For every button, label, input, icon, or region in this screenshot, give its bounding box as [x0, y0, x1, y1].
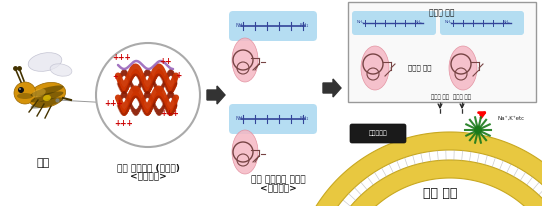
Text: +++: +++	[105, 98, 124, 108]
Ellipse shape	[43, 95, 51, 101]
Polygon shape	[301, 132, 542, 206]
Text: +++: +++	[114, 118, 133, 128]
Text: <양친매성>: <양친매성>	[260, 184, 296, 193]
FancyArrow shape	[207, 86, 225, 104]
Text: 소수성 부분: 소수성 부분	[408, 65, 432, 71]
Text: NH₂: NH₂	[445, 20, 453, 24]
Circle shape	[96, 43, 200, 147]
Text: NH₂: NH₂	[299, 116, 308, 121]
Text: 세포막 파괴: 세포막 파괴	[453, 94, 471, 100]
Text: +: +	[175, 70, 181, 80]
Ellipse shape	[232, 130, 258, 174]
Text: NH₂: NH₂	[357, 20, 365, 24]
Text: 항균 펩타이드 (멜리틴): 항균 펩타이드 (멜리틴)	[117, 163, 179, 172]
FancyBboxPatch shape	[229, 104, 317, 134]
FancyBboxPatch shape	[348, 2, 536, 102]
Text: 친수성 부분: 친수성 부분	[429, 8, 455, 17]
Ellipse shape	[30, 97, 63, 109]
Ellipse shape	[50, 64, 72, 76]
Text: NH₂: NH₂	[299, 22, 308, 27]
FancyBboxPatch shape	[350, 124, 406, 143]
Text: 항균 펩타이드 모사체: 항균 펩타이드 모사체	[251, 175, 305, 184]
Text: 항균 작용: 항균 작용	[423, 187, 457, 200]
FancyBboxPatch shape	[352, 11, 436, 35]
FancyBboxPatch shape	[229, 11, 317, 41]
Text: 다제내성균: 다제내성균	[369, 130, 388, 136]
Ellipse shape	[30, 85, 63, 97]
Ellipse shape	[28, 53, 62, 71]
Text: NH₂: NH₂	[236, 116, 246, 121]
Text: <양친매성>: <양친매성>	[130, 172, 166, 181]
Ellipse shape	[449, 46, 477, 90]
Ellipse shape	[361, 46, 389, 90]
Text: 세포막 투과: 세포막 투과	[431, 94, 449, 100]
Text: ++: ++	[160, 56, 172, 66]
Text: NH₂: NH₂	[415, 20, 423, 24]
Ellipse shape	[30, 91, 63, 103]
Circle shape	[19, 88, 21, 90]
Polygon shape	[328, 160, 542, 206]
Text: +: +	[112, 74, 118, 80]
Circle shape	[14, 82, 36, 104]
Ellipse shape	[28, 82, 66, 108]
Ellipse shape	[17, 93, 33, 99]
Text: 꿀벌: 꿀벌	[36, 158, 50, 168]
Text: Na⁺,K⁺etc: Na⁺,K⁺etc	[497, 116, 524, 121]
Text: NH₂: NH₂	[503, 20, 511, 24]
Text: +++: +++	[160, 109, 179, 117]
FancyArrow shape	[323, 79, 341, 97]
Ellipse shape	[33, 89, 46, 97]
Circle shape	[474, 126, 482, 134]
Ellipse shape	[232, 38, 258, 82]
Circle shape	[18, 87, 24, 93]
FancyBboxPatch shape	[440, 11, 524, 35]
Text: NH₂: NH₂	[236, 22, 246, 27]
Text: +++: +++	[113, 53, 131, 62]
